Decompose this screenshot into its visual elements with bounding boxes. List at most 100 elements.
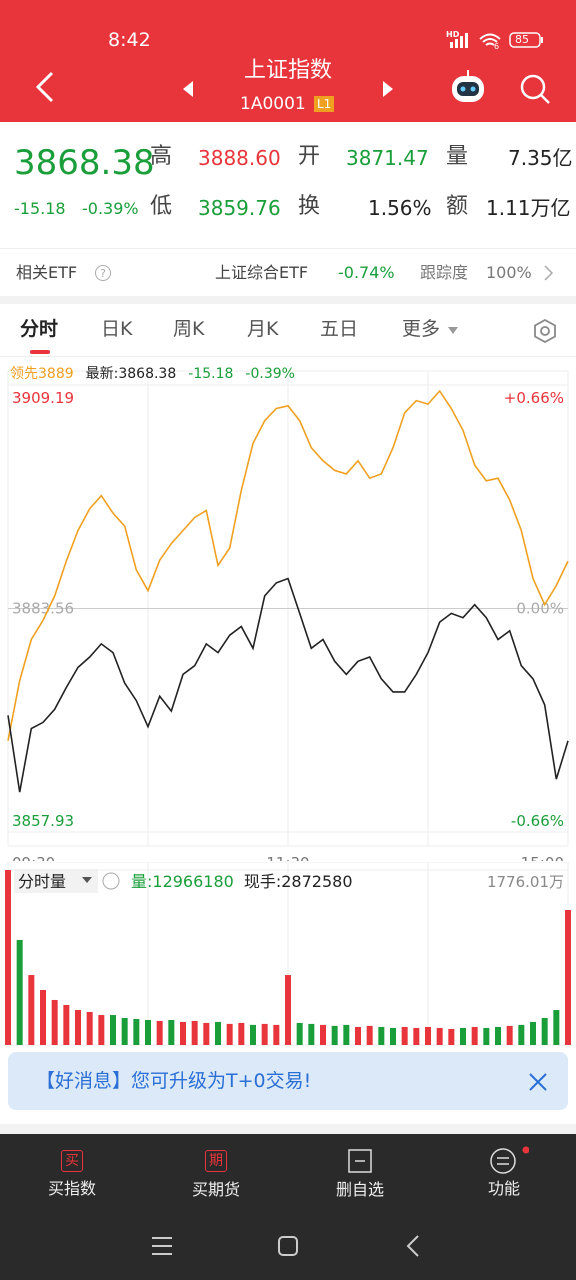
nav-label[interactable]: 功能: [487, 1179, 521, 1198]
x-tick-label: 09:30: [12, 854, 55, 861]
field-value: 7.35亿: [508, 146, 573, 170]
volume-bar: [320, 1024, 326, 1045]
field-label: 额: [446, 194, 469, 219]
volume-bar: [565, 910, 571, 1045]
dropdown-arrow: [82, 877, 92, 883]
volume-bar: [238, 1022, 245, 1045]
menu-button[interactable]: [152, 1237, 172, 1255]
y-tick-label: 3909.19: [12, 389, 74, 407]
y-tick-label: 3883.56: [12, 600, 74, 618]
section-gap: [0, 1124, 576, 1134]
legend-change: -15.18: [188, 366, 233, 382]
divider: [0, 356, 576, 357]
field-label: 换: [298, 194, 321, 219]
volume-bar: [541, 1018, 548, 1045]
dropdown-arrow: [448, 327, 458, 334]
etf-arrow[interactable]: [542, 264, 556, 282]
x-tick-label: 15:00: [521, 854, 564, 861]
volume-bar: [110, 1015, 116, 1045]
search-button[interactable]: [518, 72, 552, 106]
price-line: [7, 389, 569, 741]
y-tick-label: 1776.01万: [487, 873, 564, 891]
legend-change-pct: -0.39%: [245, 366, 295, 382]
volume-bar: [63, 1004, 70, 1045]
intraday-chart: 领先3889 最新:3868.38 -15.18 -0.39% 3857.93 3883.…: [7, 366, 569, 861]
section-gap: [0, 296, 576, 304]
etf-change: -0.74%: [338, 263, 395, 282]
next-stock[interactable]: [380, 80, 396, 98]
price-change: -15.18: [14, 199, 66, 218]
price-line: [7, 577, 569, 793]
battery-level: 85: [515, 33, 529, 46]
y2-tick-label: 0.00%: [516, 600, 564, 618]
wifi-level: 6: [494, 42, 500, 51]
home-button[interactable]: [278, 1236, 298, 1256]
volume-bar: [145, 1019, 151, 1045]
etf-label[interactable]: 相关ETF: [16, 263, 78, 282]
volume-bar: [261, 1023, 268, 1045]
back-button[interactable]: [30, 70, 60, 104]
nav-icon[interactable]: [347, 1148, 373, 1174]
volume-bar: [390, 1027, 396, 1045]
nav-label[interactable]: 删自选: [335, 1180, 385, 1199]
volume-bar: [180, 1021, 186, 1045]
volume-bar: [471, 1026, 478, 1045]
volume-bar: [16, 939, 23, 1045]
settings-button[interactable]: [532, 318, 558, 344]
tab-active[interactable]: 分时: [20, 318, 59, 340]
volume-bar: [448, 1028, 455, 1045]
tab[interactable]: 五日: [320, 318, 359, 340]
volume-bar: [5, 870, 11, 1045]
nav-icon[interactable]: [489, 1146, 529, 1176]
level-badge: L1: [314, 96, 335, 112]
volume-bar: [285, 975, 291, 1045]
volume-bar: [553, 1010, 560, 1045]
robot-button[interactable]: [448, 68, 488, 108]
field-value: 3871.47: [346, 146, 429, 170]
volume-bar: [378, 1026, 385, 1045]
info-icon[interactable]: ?: [94, 264, 112, 282]
field-label: 量: [446, 144, 469, 169]
field-label: 开: [298, 144, 321, 169]
volume-bar: [460, 1027, 466, 1045]
field-value: 1.11万亿: [486, 196, 571, 220]
volume-bar: [75, 1010, 81, 1045]
field-label: 高: [150, 144, 173, 169]
nav-label[interactable]: 买期货: [191, 1180, 241, 1199]
volume-bar: [425, 1026, 431, 1045]
legend-entry: 最新:3868.38: [86, 366, 177, 382]
prev-stock[interactable]: [180, 80, 196, 98]
stock-title: 上证指数: [243, 58, 333, 83]
tab[interactable]: 月K: [247, 318, 279, 340]
volume-bar: [51, 999, 58, 1045]
nav-label[interactable]: 买指数: [47, 1179, 97, 1198]
volume-bar: [86, 1011, 93, 1045]
promo-banner[interactable]: [8, 1052, 568, 1110]
nav-icon[interactable]: 买: [61, 1150, 83, 1172]
field-value: 3859.76: [198, 196, 281, 220]
network-type: HD: [446, 30, 460, 39]
volume-bar: [215, 1021, 221, 1045]
volume-bar: [343, 1024, 350, 1045]
stock-code: 1A0001: [240, 94, 306, 114]
volume-bar: [366, 1025, 373, 1045]
volume-bar: [168, 1019, 175, 1045]
volume-bar: [296, 1022, 303, 1045]
nav-icon[interactable]: 期: [205, 1150, 227, 1172]
etf-name[interactable]: 上证综合ETF: [215, 263, 309, 282]
banner-close[interactable]: [528, 1072, 548, 1092]
x-tick-label: 11:30: [266, 854, 309, 861]
volume-dropdown[interactable]: [14, 869, 98, 893]
volume-bar: [331, 1025, 338, 1045]
svg-text:?: ?: [100, 267, 106, 280]
back-nav[interactable]: [406, 1235, 419, 1257]
tab[interactable]: 周K: [173, 318, 205, 340]
banner-text[interactable]: 【好消息】您可升级为T+0交易!: [36, 1070, 312, 1092]
price-change-pct: -0.39%: [82, 199, 139, 218]
tab[interactable]: 更多: [402, 318, 441, 340]
info-icon: [102, 872, 120, 890]
current-hand: 现手:2872580: [244, 872, 353, 891]
divider: [0, 248, 576, 249]
tab[interactable]: 日K: [101, 318, 133, 340]
